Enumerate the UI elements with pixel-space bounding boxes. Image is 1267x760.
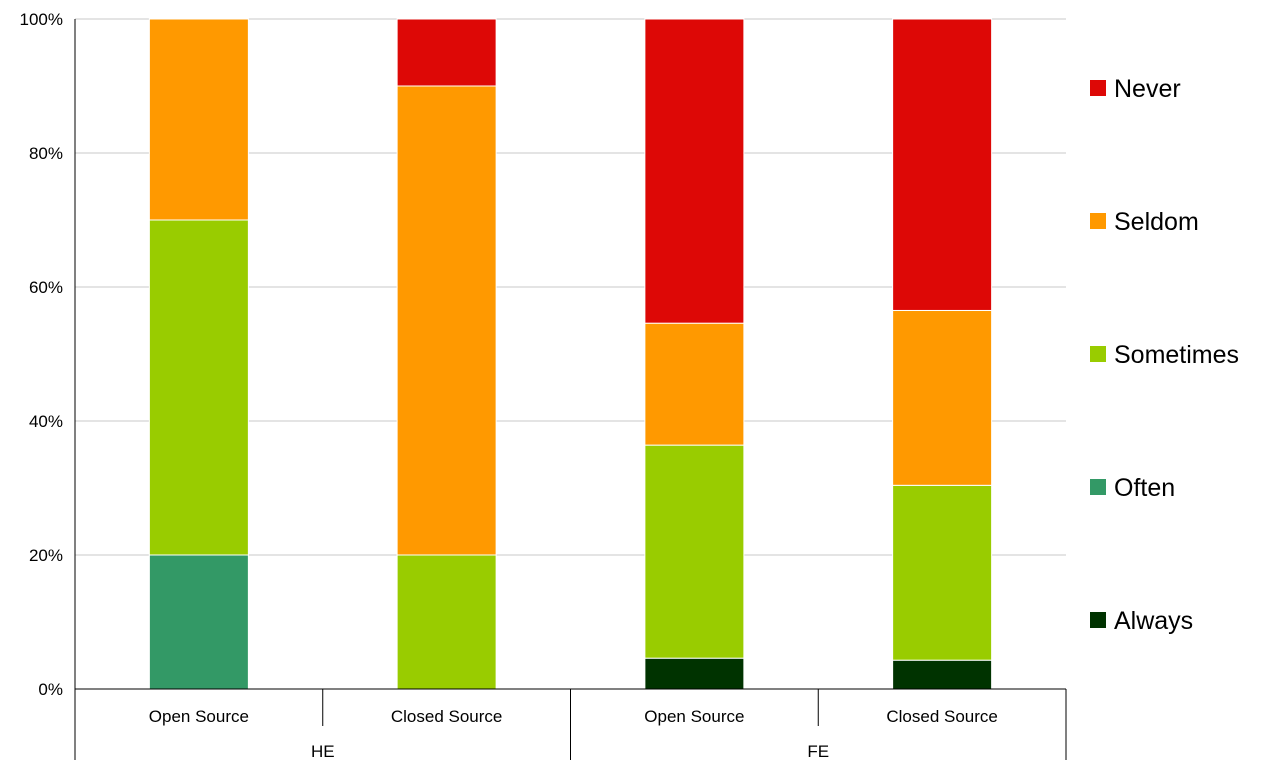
bar-segment-seldom	[396, 85, 497, 556]
bar-segment-sometimes	[644, 444, 745, 659]
bar-segment-often	[148, 554, 249, 690]
legend-label-often: Often	[1114, 474, 1175, 502]
bar-segment-never	[396, 18, 497, 87]
bar-segment-always	[892, 659, 993, 690]
legend-swatch-seldom	[1090, 213, 1106, 229]
legend-swatch-always	[1090, 612, 1106, 628]
legend-label-always: Always	[1114, 607, 1193, 635]
y-tick-label: 0%	[38, 680, 63, 699]
y-tick-label: 100%	[20, 10, 63, 29]
legend-label-never: Never	[1114, 75, 1181, 103]
bar-segment-never	[644, 18, 745, 324]
category-label: Open Source	[149, 707, 249, 726]
bar-segment-sometimes	[892, 484, 993, 661]
bar-segment-sometimes	[396, 554, 497, 690]
group-label: FE	[807, 742, 829, 760]
bar-segment-seldom	[892, 309, 993, 486]
bar-segment-sometimes	[148, 219, 249, 556]
bar-segment-seldom	[644, 322, 745, 446]
bar-segment-seldom	[148, 18, 249, 221]
y-tick-label: 80%	[29, 144, 63, 163]
legend-label-seldom: Seldom	[1114, 208, 1199, 236]
category-label: Open Source	[644, 707, 744, 726]
y-tick-label: 60%	[29, 278, 63, 297]
legend-label-sometimes: Sometimes	[1114, 341, 1239, 369]
legend-swatch-never	[1090, 80, 1106, 96]
category-label: Closed Source	[391, 707, 503, 726]
category-label: Closed Source	[886, 707, 998, 726]
legend-swatch-sometimes	[1090, 346, 1106, 362]
y-tick-label: 40%	[29, 412, 63, 431]
bar-segment-never	[892, 18, 993, 311]
y-tick-label: 20%	[29, 546, 63, 565]
bar-segment-always	[644, 657, 745, 690]
group-label: HE	[311, 742, 335, 760]
legend-swatch-often	[1090, 479, 1106, 495]
